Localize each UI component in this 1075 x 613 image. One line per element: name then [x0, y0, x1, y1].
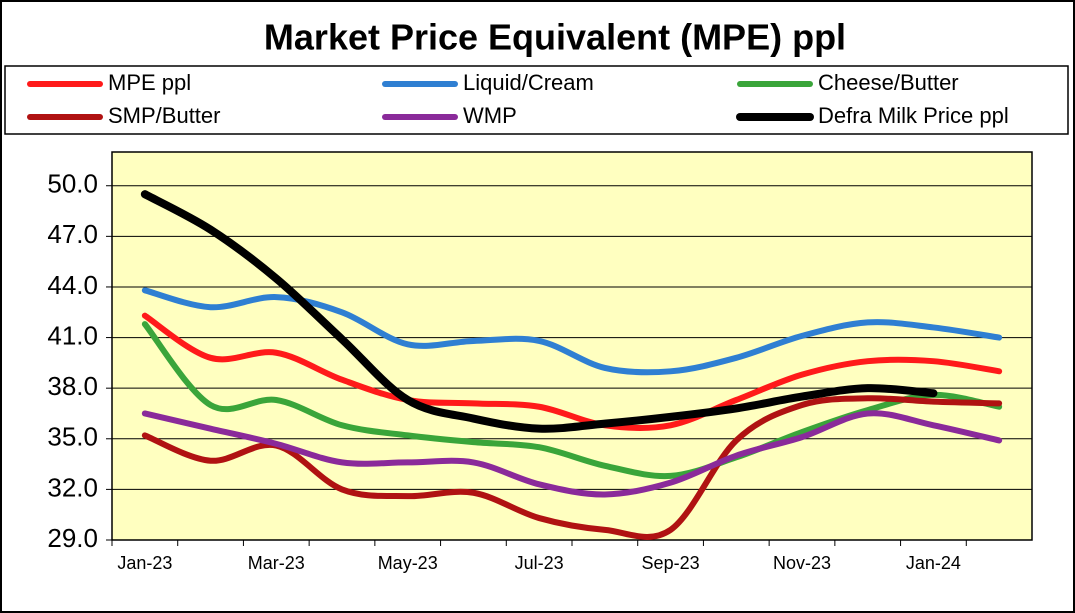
x-tick-label: May-23 [378, 553, 438, 573]
chart-title: Market Price Equivalent (MPE) ppl [264, 17, 846, 58]
legend-label: Liquid/Cream [463, 70, 594, 95]
legend-label: Defra Milk Price ppl [818, 103, 1009, 128]
y-tick-label: 44.0 [47, 270, 98, 300]
legend-label: MPE ppl [108, 70, 191, 95]
series-line [141, 287, 1003, 376]
series-line [141, 410, 1003, 498]
series-line [140, 190, 938, 433]
x-tick-label: Sep-23 [642, 553, 700, 573]
y-tick-label: 32.0 [47, 472, 98, 502]
legend-label: WMP [463, 103, 517, 128]
x-tick-label: Jan-23 [117, 553, 172, 573]
x-tick-label: Nov-23 [773, 553, 831, 573]
legend [4, 65, 1069, 135]
plot-area [111, 151, 1033, 541]
legend-label: Cheese/Butter [818, 70, 959, 95]
y-tick-label: 38.0 [47, 371, 98, 401]
legend-label: SMP/Butter [108, 103, 220, 128]
series-line [141, 312, 1003, 432]
y-tick-label: 29.0 [47, 523, 98, 553]
y-tick-label: 47.0 [47, 219, 98, 249]
x-tick-label: Jan-24 [906, 553, 961, 573]
x-tick-label: Mar-23 [248, 553, 305, 573]
y-tick-label: 41.0 [47, 320, 98, 350]
y-tick-label: 35.0 [47, 422, 98, 452]
y-tick-label: 50.0 [47, 169, 98, 199]
x-tick-label: Jul-23 [515, 553, 564, 573]
